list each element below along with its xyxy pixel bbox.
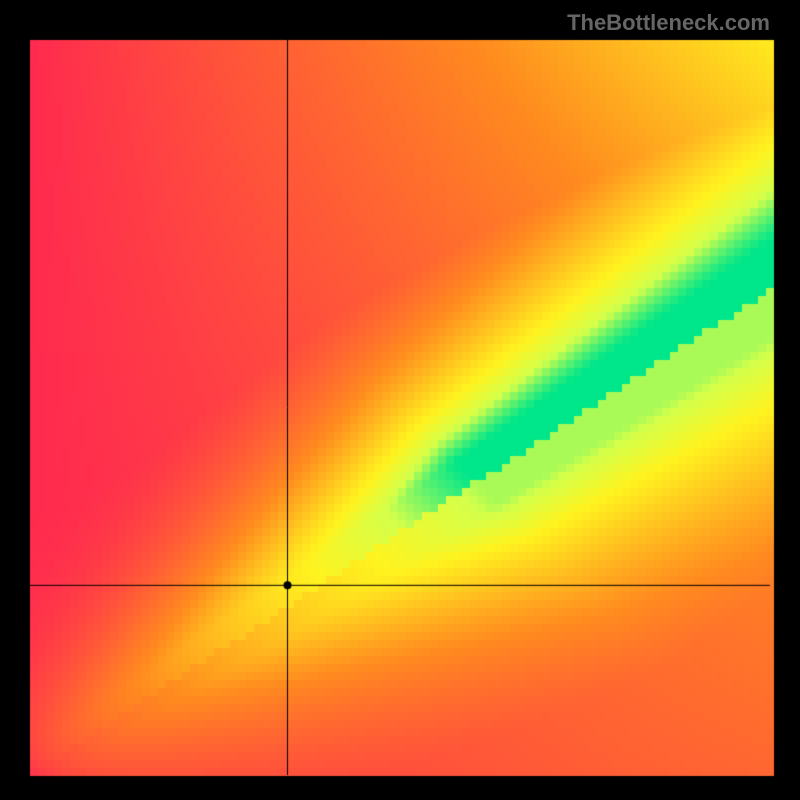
bottleneck-heatmap <box>0 0 800 800</box>
chart-container: TheBottleneck.com <box>0 0 800 800</box>
watermark-text: TheBottleneck.com <box>567 10 770 36</box>
